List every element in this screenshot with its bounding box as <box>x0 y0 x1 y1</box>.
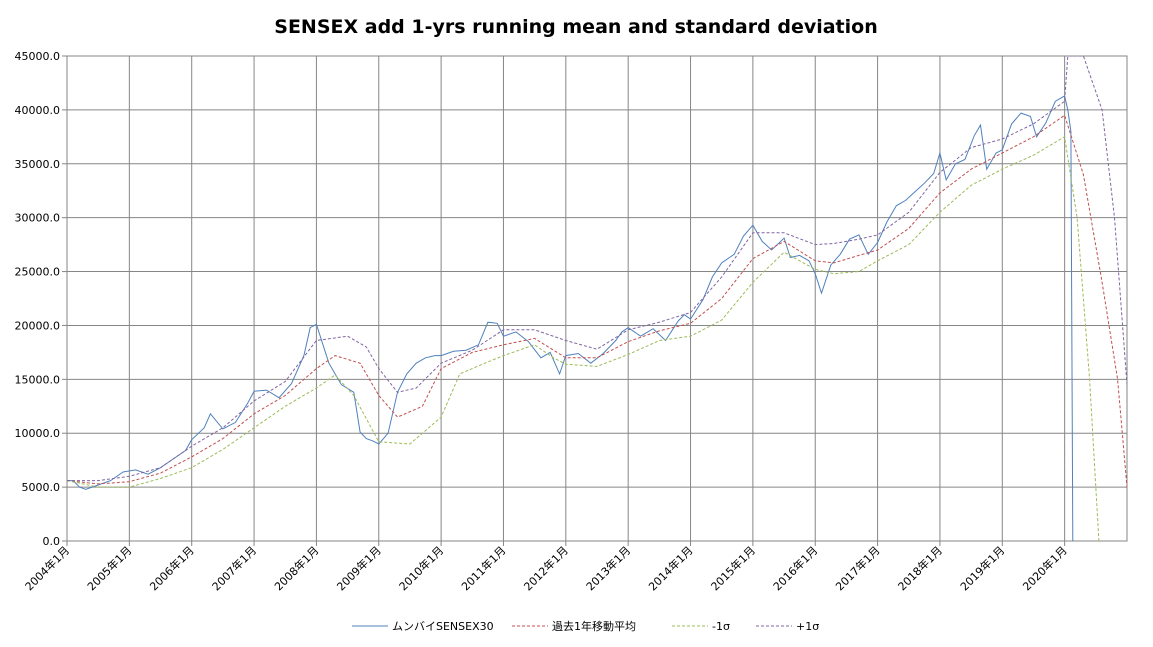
y-tick-label: 5000.0 <box>22 481 61 494</box>
chart-title: SENSEX add 1-yrs running mean and standa… <box>274 16 877 38</box>
series-line-3 <box>67 56 1127 482</box>
y-tick-label: 10000.0 <box>15 427 61 440</box>
y-tick-label: 20000.0 <box>15 319 61 332</box>
legend-label-1: 過去1年移動平均 <box>552 619 636 633</box>
plot-border <box>66 55 1128 542</box>
y-tick-label: 25000.0 <box>15 266 61 279</box>
y-tick-label: 30000.0 <box>15 212 61 225</box>
y-tick-label: 35000.0 <box>15 158 61 171</box>
legend-label-3: +1σ <box>796 620 819 633</box>
legend-label-2: -1σ <box>712 620 730 633</box>
series-line-2 <box>67 135 1100 541</box>
legend: ムンバイSENSEX30 過去1年移動平均 -1σ +1σ <box>352 619 819 633</box>
y-tick-label: 45000.0 <box>15 50 61 63</box>
series-line-0 <box>67 95 1074 541</box>
series-line-1 <box>67 114 1127 489</box>
y-tick-label: 40000.0 <box>15 104 61 117</box>
legend-label-0: ムンバイSENSEX30 <box>392 620 494 633</box>
y-tick-label: 15000.0 <box>15 373 61 386</box>
y-tick-label: 0.0 <box>43 535 61 548</box>
